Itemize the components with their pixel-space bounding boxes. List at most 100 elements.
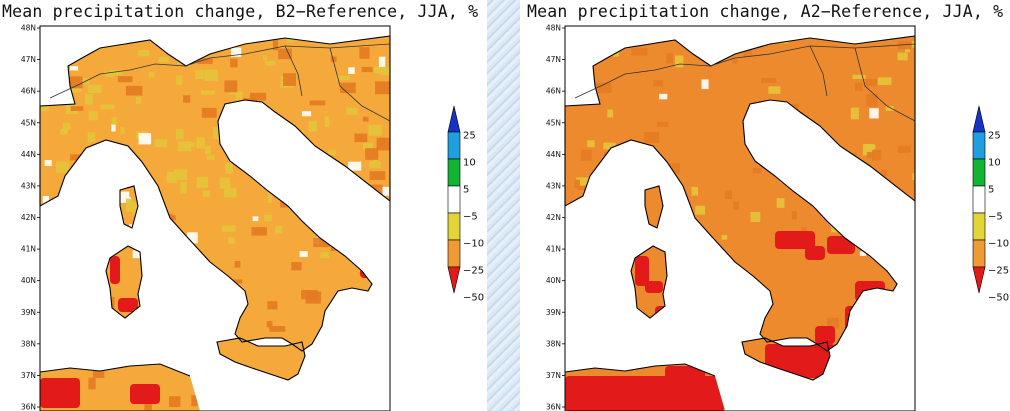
dark-patch	[574, 179, 580, 189]
light-patch	[148, 72, 155, 78]
red-patch	[805, 246, 825, 260]
light-patch	[177, 141, 192, 152]
colorbar-segment	[972, 158, 986, 187]
dark-patch	[664, 162, 680, 174]
light-patch	[117, 191, 130, 203]
light-patch	[750, 211, 761, 222]
red-patch	[645, 281, 663, 293]
light-patch	[223, 188, 237, 198]
dark-patch	[866, 151, 874, 159]
coastline-sardinia	[105, 245, 143, 319]
country-borders	[574, 43, 916, 122]
lat-label: 44N	[21, 150, 36, 159]
map-panel-a2: Mean precipitation change, A2−Reference,…	[525, 0, 1010, 411]
light-patch	[207, 155, 215, 160]
colorbar: 25 10 5 −5 −10 −25 −50	[447, 105, 484, 304]
light-patch	[44, 160, 52, 167]
map-frame	[39, 25, 391, 411]
dark-patch	[881, 169, 887, 176]
light-patch	[196, 137, 206, 149]
map-svg-b2: 48N 47N 46N 45N 44N 43N 42N 41N 40N 39N 38N 37N 36N 2…	[21, 24, 484, 411]
country-borders	[49, 43, 391, 122]
light-patch	[175, 128, 184, 140]
light-patch	[308, 120, 318, 132]
light-patch	[204, 69, 218, 82]
colorbar-label: −5	[463, 212, 478, 223]
lat-label: 47N	[546, 55, 561, 64]
dark-patch	[70, 106, 84, 111]
dark-patch	[125, 85, 143, 96]
red-patch	[110, 256, 120, 284]
coastline-corsica	[644, 185, 664, 229]
colorbar-label: −10	[463, 239, 484, 250]
dark-patch	[117, 76, 133, 83]
colorbar-segment	[447, 239, 461, 268]
colorbar-top-arrow	[972, 105, 986, 133]
light-patch	[111, 123, 116, 132]
colorbar-segment	[972, 185, 986, 214]
dark-patch	[278, 48, 292, 60]
dark-patch	[266, 321, 273, 328]
dark-patch	[801, 227, 807, 233]
light-patch	[897, 52, 908, 61]
dark-patch	[269, 326, 286, 332]
light-patch	[612, 52, 619, 57]
dark-patch	[92, 367, 105, 378]
light-patch	[200, 90, 215, 95]
light-patch	[154, 139, 168, 147]
coastline-sicily	[741, 337, 831, 381]
lat-label: 36N	[546, 403, 561, 411]
light-patch	[42, 195, 50, 205]
lat-label: 46N	[546, 87, 561, 96]
lat-label: 42N	[21, 213, 36, 222]
light-patch	[235, 91, 243, 100]
dark-patch	[643, 132, 660, 144]
dark-patch	[631, 48, 648, 56]
colorbar-label: 25	[463, 131, 476, 142]
map-svg-a2: 48N 47N 46N 45N 44N 43N 42N 41N 40N 39N 38N 37N 36N 2…	[546, 24, 1009, 411]
dark-patch	[791, 211, 797, 220]
light-patch	[603, 142, 616, 150]
lat-label: 38N	[21, 339, 36, 348]
dark-patch	[234, 260, 241, 268]
dark-patch	[230, 279, 243, 284]
red-patch	[635, 256, 649, 286]
dark-patch	[272, 38, 279, 51]
light-patch	[267, 191, 273, 203]
lat-label: 36N	[21, 403, 36, 411]
light-patch	[607, 109, 614, 118]
light-patch	[265, 60, 276, 66]
light-patch	[59, 129, 68, 135]
light-patch	[205, 145, 211, 155]
light-patch	[173, 169, 187, 180]
lat-label: 37N	[546, 371, 561, 380]
light-patch	[721, 235, 728, 240]
light-patch	[120, 127, 125, 134]
light-patch	[368, 161, 381, 169]
dark-patch	[752, 167, 762, 174]
panel-title-a2: Mean precipitation change, A2−Reference,…	[527, 2, 1004, 21]
light-patch	[213, 127, 220, 140]
light-patch	[346, 107, 358, 115]
light-patch	[376, 186, 390, 196]
coastline-italy	[564, 35, 916, 352]
colorbar-label: −10	[988, 239, 1009, 250]
dark-patch	[362, 116, 369, 122]
lat-label: 45N	[21, 118, 36, 127]
light-patch	[104, 71, 112, 78]
dark-patch	[197, 58, 213, 64]
light-patch	[362, 142, 373, 150]
lat-label: 46N	[21, 87, 36, 96]
light-patch	[158, 56, 169, 63]
divider-strip	[487, 0, 520, 411]
light-patch	[84, 93, 93, 105]
light-patch	[186, 232, 198, 244]
colorbar-label: −50	[463, 293, 484, 304]
light-patch	[695, 205, 706, 215]
dark-patch	[224, 80, 238, 93]
light-patch	[138, 49, 150, 57]
light-patch	[196, 176, 209, 188]
colorbar: 25 10 5 −5 −10 −25 −50	[972, 105, 1009, 304]
dark-patch	[309, 100, 326, 106]
light-patch	[252, 216, 259, 222]
